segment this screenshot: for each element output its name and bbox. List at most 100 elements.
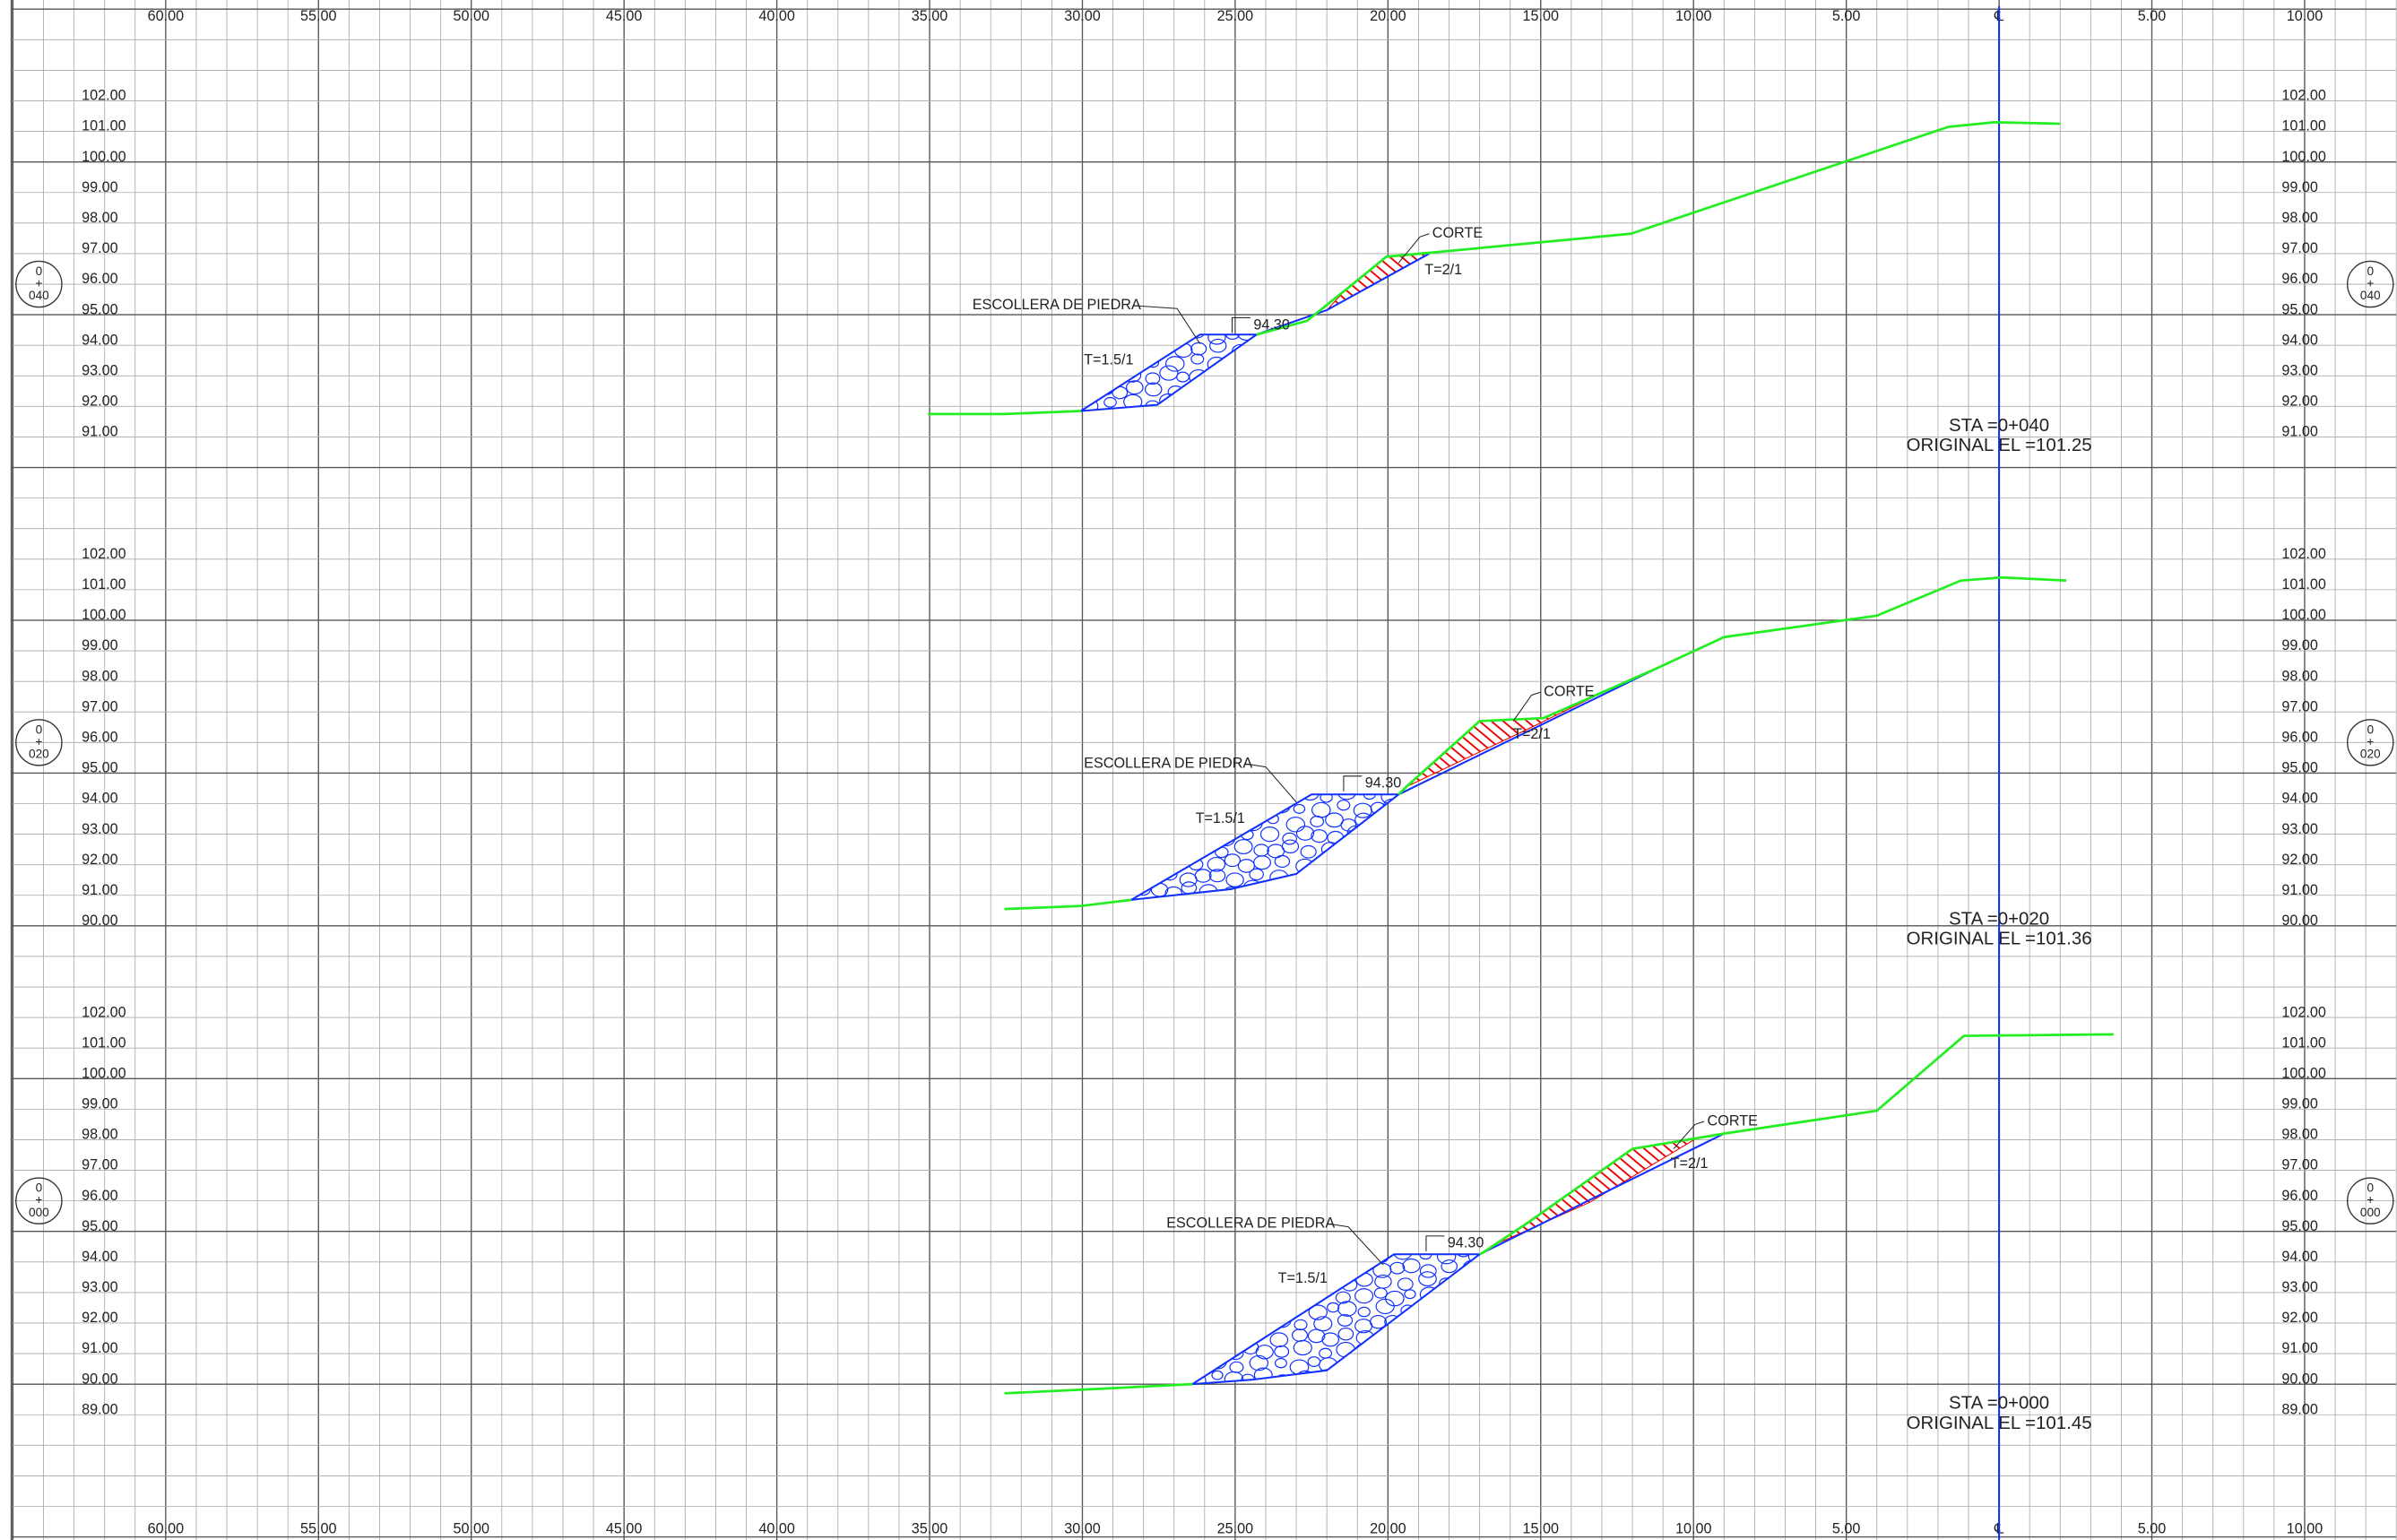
stone — [1310, 815, 1325, 827]
elevation-label: 99.00 — [2281, 1096, 2318, 1112]
elevation-label: 97.00 — [82, 240, 118, 256]
x-label: 50.00 — [453, 8, 489, 24]
elevation-label: 94.00 — [82, 1249, 118, 1265]
x-label: 35.00 — [912, 1520, 948, 1536]
elevation-label: 102.00 — [82, 88, 126, 104]
elevation-label: 98.00 — [2281, 1127, 2318, 1143]
stone — [1337, 1313, 1354, 1327]
stone — [1282, 832, 1297, 845]
x-label: 30.00 — [1064, 8, 1101, 24]
stone — [1419, 1254, 1432, 1260]
station-label: STA =0+040 — [1949, 415, 2049, 436]
station-marker-text: + — [35, 735, 42, 748]
stone — [1402, 1258, 1421, 1274]
station-marker-text: 0 — [2367, 722, 2374, 736]
elevation-label: 100.00 — [82, 149, 126, 165]
stone — [1249, 1354, 1269, 1371]
elevation-label: 102.00 — [2281, 1004, 2326, 1020]
elevation-label: 90.00 — [2281, 913, 2318, 929]
slope-line — [1479, 1132, 1725, 1256]
elevation-label: 92.00 — [82, 852, 118, 868]
station-marker-text: + — [2367, 735, 2374, 748]
leader — [1328, 1223, 1384, 1266]
station-marker — [2347, 719, 2394, 766]
leader — [1134, 305, 1201, 344]
cut-slope: T=2/1 — [1424, 262, 1462, 278]
original-elevation: ORIGINAL EL =101.25 — [1907, 435, 2092, 455]
x-label: 10.00 — [2287, 8, 2323, 24]
ground-line — [1478, 1033, 2114, 1256]
stone — [1255, 1345, 1274, 1360]
stone — [1370, 1314, 1388, 1329]
ground-line — [928, 410, 1081, 416]
stone — [1211, 1370, 1224, 1380]
stone — [1389, 1261, 1406, 1275]
stone — [1224, 334, 1241, 341]
elevation-label: 98.00 — [82, 210, 118, 226]
elevation-label: 95.00 — [2281, 1218, 2318, 1234]
stone — [1236, 334, 1257, 342]
elevation-label: 95.00 — [82, 1218, 118, 1234]
cut-label: CORTE — [1544, 683, 1595, 699]
elevation-label: 96.00 — [82, 729, 118, 745]
stone — [1274, 1345, 1290, 1358]
elevation-label: 99.00 — [2281, 637, 2318, 653]
elevation-label: 100.00 — [2281, 607, 2326, 623]
stone — [1164, 886, 1183, 900]
elevation-label: 98.00 — [2281, 668, 2318, 684]
elevation-label: 98.00 — [82, 1127, 118, 1143]
ground-line — [1256, 120, 2061, 336]
stone — [1418, 1271, 1437, 1287]
x-label: 15.00 — [1523, 8, 1560, 24]
stone — [1354, 1288, 1374, 1304]
elevation-label: 96.00 — [82, 1188, 118, 1204]
x-label: 10.00 — [1675, 8, 1712, 24]
stone — [1144, 382, 1163, 397]
station-marker-text: 040 — [29, 289, 49, 302]
stone — [1208, 869, 1226, 883]
station-marker-text: 020 — [29, 748, 49, 761]
stone — [1325, 812, 1344, 828]
stone — [1112, 385, 1129, 400]
station-marker-text: 000 — [29, 1206, 49, 1219]
stone — [1307, 1328, 1326, 1344]
x-label: 60.00 — [148, 1520, 185, 1536]
stone — [1249, 868, 1264, 881]
elevation-label: 94.00 — [2281, 332, 2318, 348]
elevation-label: 94.00 — [2281, 791, 2318, 807]
x-label: 20.00 — [1370, 8, 1406, 24]
level-mark — [1343, 775, 1363, 792]
elevation-label: 94.00 — [2281, 1249, 2318, 1265]
elevation-label: 93.00 — [82, 821, 118, 837]
elevation-label: 93.00 — [2281, 1279, 2318, 1295]
station-marker-text: 0 — [2367, 1181, 2374, 1195]
stone — [1404, 1289, 1416, 1300]
elevation-label: 99.00 — [82, 1096, 118, 1112]
ground-line — [1004, 898, 1132, 911]
stone — [1375, 1298, 1395, 1315]
elevation-label: 101.00 — [82, 576, 126, 593]
station-label: STA =0+020 — [1949, 908, 2049, 929]
stone — [1300, 844, 1317, 859]
elevation-label: 101.00 — [2281, 576, 2326, 593]
x-label: 50.00 — [453, 1520, 489, 1536]
elevation-label: 91.00 — [2281, 424, 2318, 440]
x-label: 40.00 — [758, 8, 795, 24]
stone — [1335, 1291, 1351, 1304]
stone — [1308, 1304, 1328, 1320]
stone — [1295, 826, 1315, 841]
station-marker — [2347, 1177, 2394, 1224]
elevation-label: 93.00 — [82, 1279, 118, 1295]
station-marker — [2347, 260, 2394, 308]
elevation-label: 93.00 — [82, 362, 118, 378]
elevation-label: 101.00 — [2281, 118, 2326, 134]
stone — [1190, 353, 1205, 365]
elevation-label: 102.00 — [82, 1004, 126, 1020]
level-mark — [1425, 1235, 1445, 1251]
riprap-slope: T=1.5/1 — [1278, 1270, 1328, 1286]
riprap-slope: T=1.5/1 — [1196, 810, 1245, 826]
x-label: 5.00 — [1832, 8, 1861, 24]
station-marker-text: 020 — [2360, 748, 2381, 761]
